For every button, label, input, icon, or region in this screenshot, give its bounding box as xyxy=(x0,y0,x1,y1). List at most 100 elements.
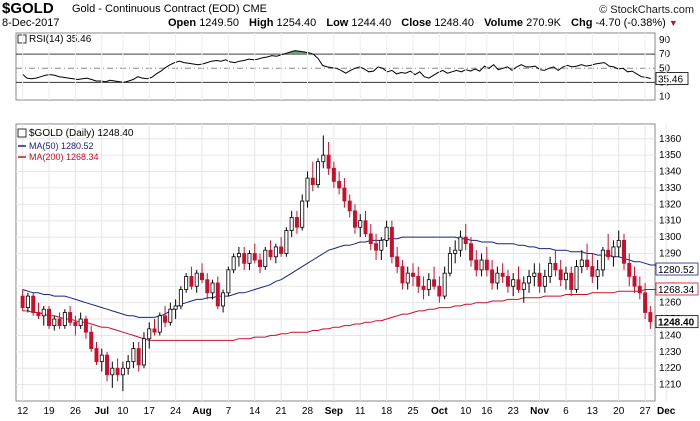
candle-body xyxy=(284,230,289,254)
candle-body xyxy=(374,243,379,251)
candle-body xyxy=(463,236,468,245)
x-tick-label: 7 xyxy=(226,406,232,417)
candle-body xyxy=(453,249,458,254)
candle-body xyxy=(548,262,553,277)
candle-body xyxy=(558,269,563,281)
candle-body xyxy=(416,276,421,287)
ma200-last-label-box xyxy=(655,282,699,296)
ma50-legend-label: MA(50) 1280.52 xyxy=(29,141,94,151)
candle-body xyxy=(89,331,94,349)
quote-summary: Open 1249.50 High 1254.40 Low 1244.40 Cl… xyxy=(168,17,678,29)
candle-body xyxy=(94,348,99,363)
candle-body xyxy=(31,295,36,313)
down-triangle-icon: ▼ xyxy=(668,18,678,28)
candle-body xyxy=(157,315,162,333)
candle-body xyxy=(337,180,342,189)
x-tick-label: 16 xyxy=(481,406,493,417)
copyright-link[interactable]: © StockCharts.com xyxy=(599,4,694,16)
x-tick-label: 27 xyxy=(640,406,652,417)
x-tick-label: 14 xyxy=(249,406,261,417)
candle-body xyxy=(131,348,136,363)
candle-body xyxy=(147,328,152,340)
candle-body xyxy=(152,328,157,333)
candle-body xyxy=(643,292,648,313)
close-label: Close xyxy=(401,17,432,29)
rsi-legend-label: RSI(14) 35.46 xyxy=(29,34,92,45)
candle-body xyxy=(553,262,558,271)
x-tick-label: Dec xyxy=(657,406,676,417)
candle-body xyxy=(384,226,389,241)
volume-label: Volume xyxy=(484,17,524,29)
candle-body xyxy=(168,308,173,323)
candle-body xyxy=(242,253,247,264)
candle-body xyxy=(395,256,400,267)
price-last-label-box xyxy=(655,315,699,329)
candle-body xyxy=(484,259,489,271)
x-tick-label: 23 xyxy=(508,406,520,417)
price-tick-label: 1290 xyxy=(659,248,682,259)
ma200-last-label: 1268.34 xyxy=(658,285,695,296)
x-tick-label: 19 xyxy=(43,406,55,417)
candle-body xyxy=(379,239,384,251)
candle-body xyxy=(331,167,336,182)
candle-body xyxy=(189,276,194,287)
candle-body xyxy=(527,276,532,284)
price-tick-label: 1340 xyxy=(659,167,682,178)
rsi-tick-label: 90 xyxy=(659,35,671,46)
candle-body xyxy=(47,308,51,327)
ma200-legend-label: MA(200) 1268.34 xyxy=(29,152,99,162)
candle-body xyxy=(57,318,62,327)
candle-body xyxy=(105,354,110,376)
price-tick-label: 1210 xyxy=(659,380,682,391)
candle-body xyxy=(637,285,642,294)
candle-body xyxy=(294,217,299,228)
x-tick-label: 17 xyxy=(144,406,156,417)
candle-body xyxy=(310,177,315,186)
candle-body xyxy=(442,272,447,297)
candle-body xyxy=(411,272,415,277)
change-label: Chg xyxy=(571,17,593,29)
candle-body xyxy=(421,285,426,290)
price-tick-label: 1230 xyxy=(659,347,682,358)
x-tick-label: 11 xyxy=(355,406,366,417)
candle-body xyxy=(595,269,600,277)
candle-body xyxy=(600,249,605,271)
x-tick-label: 20 xyxy=(613,406,625,417)
x-tick-label: Nov xyxy=(530,406,549,417)
low-value: 1244.40 xyxy=(351,17,392,29)
candle-body xyxy=(173,305,178,310)
candle-body xyxy=(305,177,310,202)
rsi-last-value-box xyxy=(655,72,689,85)
candle-body xyxy=(268,249,273,258)
candle-body xyxy=(358,220,363,228)
candle-body xyxy=(194,272,199,287)
x-tick-label: 24 xyxy=(170,406,182,417)
candle-body xyxy=(542,276,547,287)
candle-body xyxy=(532,272,537,277)
candle-body xyxy=(273,246,278,258)
candle-body xyxy=(83,318,88,333)
high-label: High xyxy=(249,17,274,29)
x-tick-label: 13 xyxy=(587,406,599,417)
x-tick-label: 12 xyxy=(17,406,29,417)
ma50-last-label-box xyxy=(655,262,699,276)
rsi-panel-frame xyxy=(15,32,656,101)
close-value: 1248.40 xyxy=(434,17,475,29)
candle-body xyxy=(41,308,46,317)
candle-body xyxy=(141,338,146,366)
candle-body xyxy=(426,279,431,290)
candle-body xyxy=(511,279,516,287)
price-tick-label: 1350 xyxy=(659,150,682,161)
candle-body xyxy=(68,312,73,323)
price-tick-label: 1240 xyxy=(659,330,682,341)
candle-body xyxy=(469,243,473,261)
candle-body xyxy=(648,312,653,323)
candle-body xyxy=(99,354,104,363)
candle-body xyxy=(447,253,452,274)
candle-body xyxy=(184,276,189,290)
candle-body xyxy=(252,253,257,261)
price-tick-label: 1310 xyxy=(659,216,682,227)
candle-body xyxy=(342,187,347,202)
candle-body xyxy=(352,210,357,228)
